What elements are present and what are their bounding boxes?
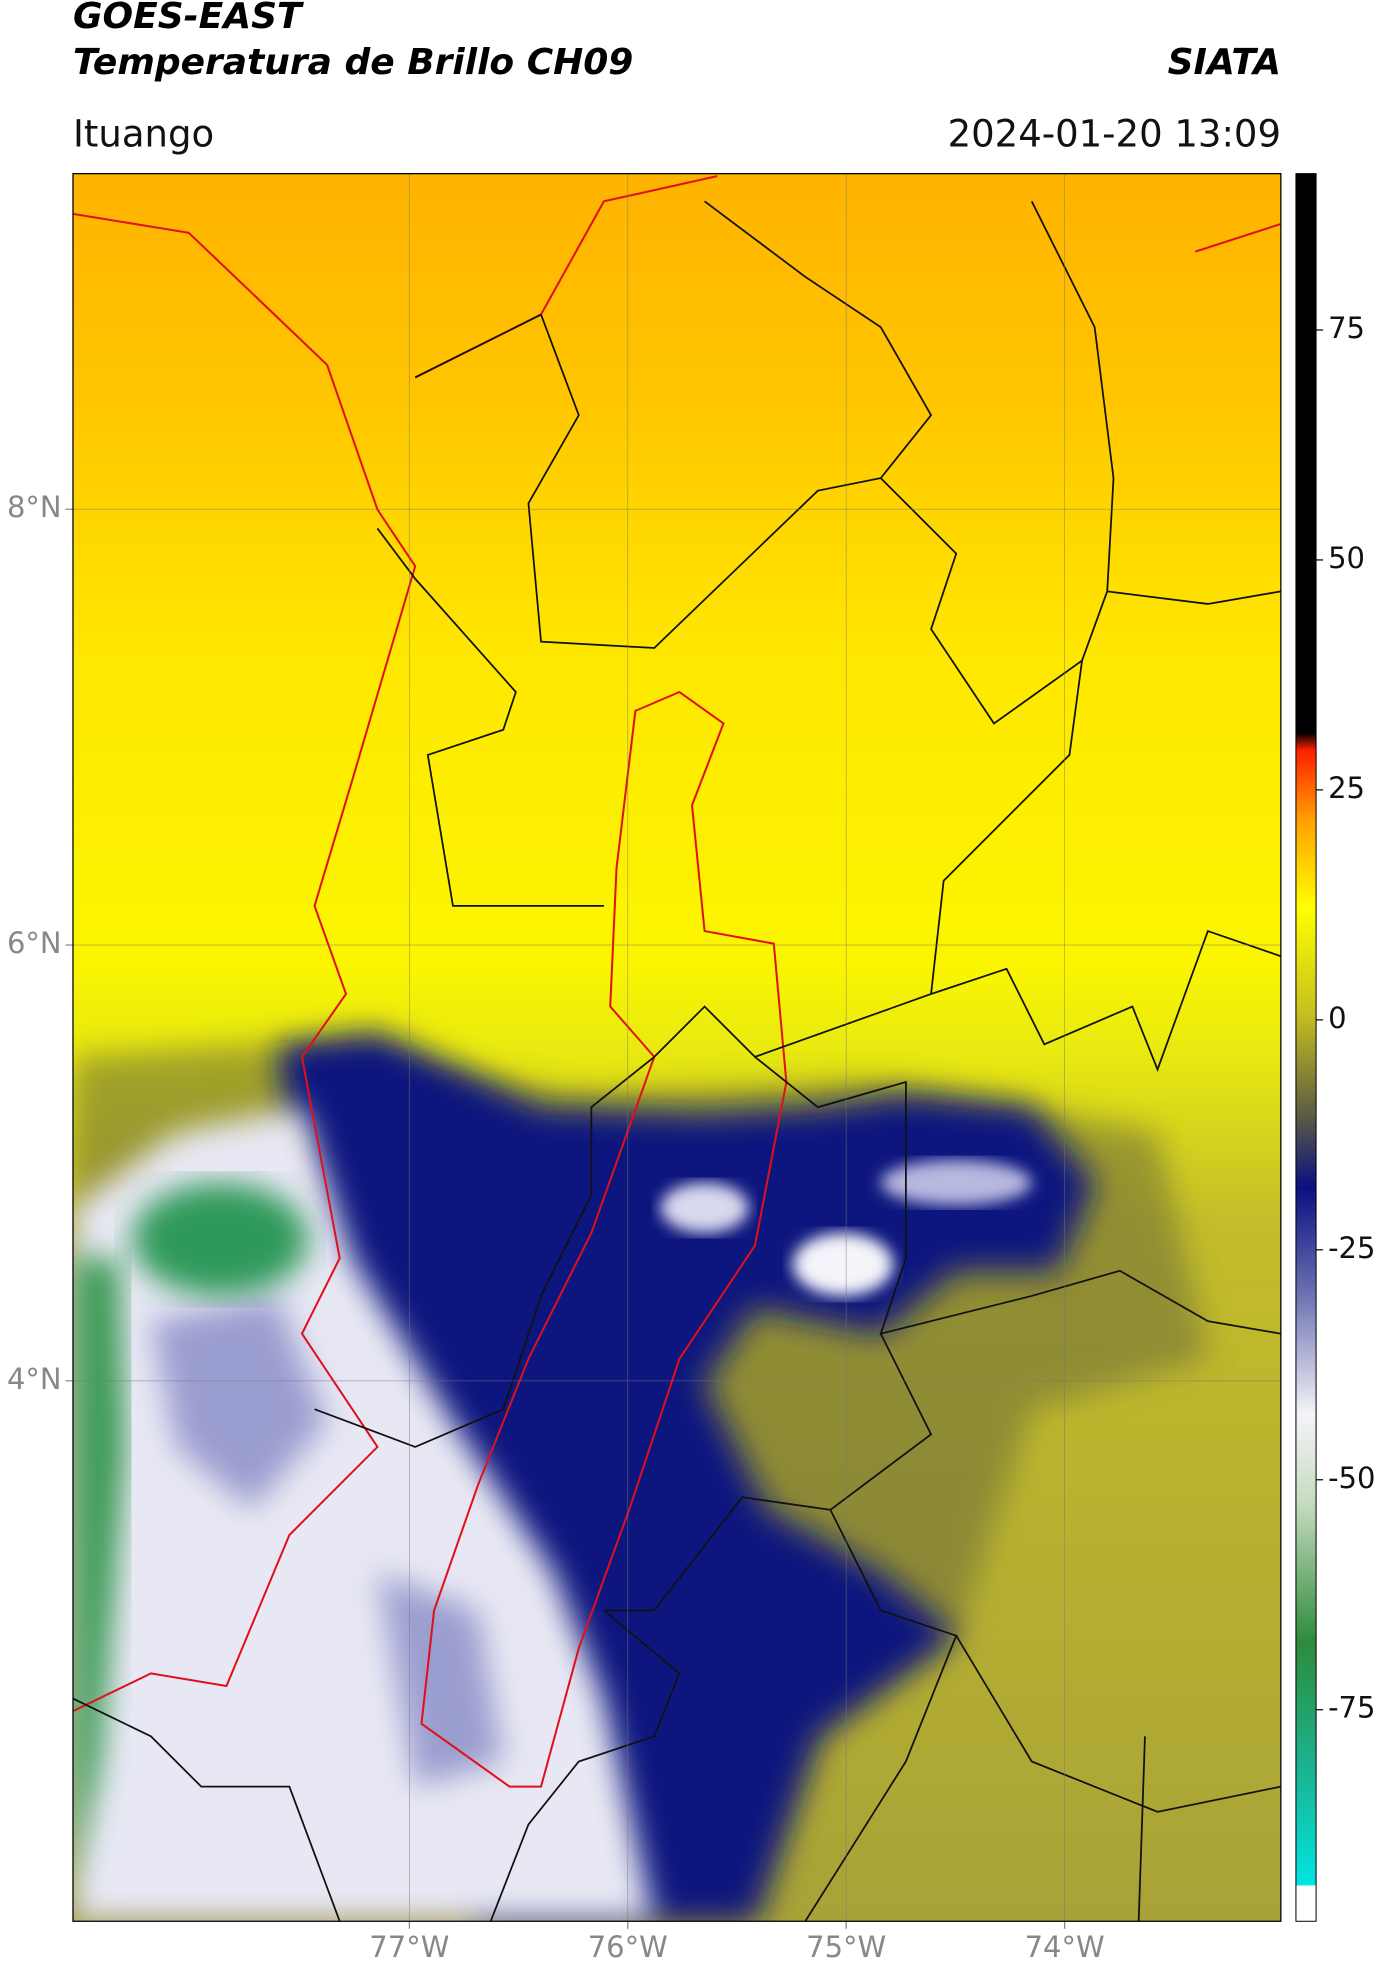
colorbar-tick-label: 0 <box>1328 1001 1346 1035</box>
region-label: Ituango <box>73 113 214 156</box>
y-tick-label: 4°N <box>7 1362 62 1396</box>
x-tick-label: 76°W <box>588 1930 668 1964</box>
cloud-core <box>880 1160 1032 1206</box>
datetime-label: 2024-01-20 13:09 <box>948 113 1281 156</box>
colorbar-tick-label: -25 <box>1328 1231 1375 1265</box>
graticule <box>65 173 1281 1929</box>
cloud-green <box>132 1182 309 1296</box>
cloud-lavender <box>150 1295 504 1787</box>
cloud-core <box>660 1182 749 1234</box>
map <box>65 173 1317 1929</box>
basin-outline <box>420 690 788 1788</box>
map-frame <box>72 173 1282 1922</box>
colorbar-tick-label: 75 <box>1328 311 1365 345</box>
cloud-core <box>792 1233 894 1296</box>
colorbar-tick-label: -50 <box>1328 1461 1375 1495</box>
y-tick-label: 8°N <box>7 490 62 524</box>
agency-title: SIATA <box>1168 42 1281 83</box>
y-tick-label: 6°N <box>7 926 62 960</box>
cloud-green-west <box>72 1258 126 1888</box>
colorbar-tick-label: -75 <box>1328 1691 1375 1725</box>
x-tick-label: 75°W <box>806 1930 886 1964</box>
satellite-title: GOES-EAST <box>73 0 304 37</box>
x-tick-label: 77°W <box>369 1930 449 1964</box>
map-image <box>72 173 1281 1922</box>
product-title: Temperatura de Brillo CH09 <box>73 42 633 83</box>
colorbar-tick-label: 25 <box>1328 771 1365 805</box>
coastline <box>1194 223 1281 253</box>
admin-border <box>72 200 1281 1922</box>
colorbar-tick-label: 50 <box>1328 541 1365 575</box>
x-tick-label: 74°W <box>1025 1930 1105 1964</box>
coastline <box>72 212 417 1713</box>
colorbar <box>1295 173 1317 1922</box>
